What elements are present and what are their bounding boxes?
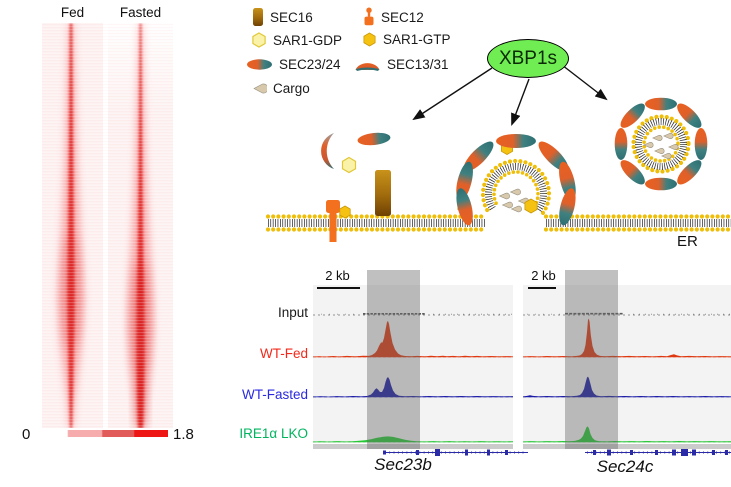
legend-item-cargo: Cargo bbox=[253, 81, 310, 96]
colorbar-max-label: 1.8 bbox=[173, 426, 194, 443]
chip-heatmap bbox=[42, 23, 173, 428]
wt-fed-track-b bbox=[523, 318, 731, 358]
tan-cone-icon bbox=[253, 83, 267, 94]
bud-cargo bbox=[498, 188, 529, 213]
legend-item-sar1gtp: SAR1-GTP bbox=[362, 32, 451, 47]
sar1-gtp-on-membrane bbox=[339, 205, 351, 219]
arrow-to-budding-vesicle bbox=[511, 78, 530, 126]
pale-hexagon-icon bbox=[252, 32, 266, 48]
ire1a-lko-track-b bbox=[523, 426, 731, 443]
sar1-gtp-bud-right bbox=[524, 198, 538, 214]
input-track-b bbox=[523, 312, 731, 316]
legend-label-sec12: SEC12 bbox=[381, 9, 424, 25]
legend-label-sec1331: SEC13/31 bbox=[387, 57, 449, 72]
sec24c-signal-tracks bbox=[523, 312, 731, 443]
scalebar-sec24c bbox=[528, 287, 556, 289]
ruler-strip-sec24c bbox=[523, 444, 731, 449]
browser-panel-sec23b bbox=[313, 285, 513, 443]
vesicle-cargo bbox=[643, 133, 679, 159]
legend-label-sar1gtp: SAR1-GTP bbox=[383, 32, 451, 47]
gene-model-sec23b bbox=[383, 449, 528, 456]
input-track-a bbox=[313, 313, 513, 316]
sar1-gdp-hexagon bbox=[341, 156, 357, 174]
xbp1s-node: XBP1s bbox=[487, 39, 569, 78]
sec12-transmembrane bbox=[326, 200, 340, 242]
heatmap-col1-label: Fed bbox=[60, 5, 85, 20]
legend-label-sar1gdp: SAR1-GDP bbox=[273, 32, 343, 48]
sec12-plunger-icon bbox=[364, 7, 374, 26]
vesicle-coat-ellipses bbox=[614, 97, 708, 191]
scalebar-label-sec24c: 2 kb bbox=[531, 268, 556, 283]
budding-vesicle bbox=[456, 134, 576, 226]
free-copii-vesicle bbox=[614, 97, 708, 191]
orange-arc-icon bbox=[355, 62, 380, 71]
track-label-input: Input bbox=[277, 305, 308, 320]
scalebar-sec23b bbox=[317, 287, 360, 289]
legend-item-sar1gdp: SAR1-GDP bbox=[251, 32, 342, 48]
wt-fasted-track-b bbox=[523, 376, 731, 398]
sec16-column bbox=[375, 170, 391, 216]
track-label-wt-fasted: WT-Fasted bbox=[241, 387, 308, 402]
copii-diagram bbox=[265, 64, 731, 242]
track-label-wt-fed: WT-Fed bbox=[259, 346, 308, 361]
free-sec1331-crescent bbox=[321, 133, 334, 169]
bud-coat-ellipses bbox=[456, 134, 576, 226]
gold-hexagon-icon bbox=[363, 32, 376, 47]
legend-item-sec2324: SEC23/24 bbox=[246, 57, 341, 72]
ire1a-lko-track-a bbox=[313, 436, 513, 443]
arrow-to-free-vesicle bbox=[561, 64, 608, 101]
legend-item-sec1331: SEC13/31 bbox=[354, 57, 449, 72]
colorbar-min-label: 0 bbox=[22, 426, 31, 443]
er-membrane bbox=[265, 214, 731, 232]
wt-fed-track-a bbox=[313, 321, 513, 358]
er-label: ER bbox=[677, 233, 698, 250]
highlight-region-sec24c bbox=[565, 270, 618, 449]
free-sec2324-ellipse bbox=[357, 132, 391, 146]
track-label-ire1a-lko: IRE1α LKO bbox=[239, 426, 308, 441]
arrow-to-free-coat bbox=[412, 67, 493, 121]
sec16-column-icon bbox=[253, 8, 263, 26]
colorbar bbox=[45, 430, 168, 437]
ruler-strip-sec23b bbox=[313, 444, 513, 449]
orange-teal-ellipse-icon bbox=[247, 59, 272, 70]
highlight-region-sec23b bbox=[367, 270, 420, 449]
legend-item-sec16: SEC16 bbox=[252, 7, 313, 27]
legend-label-sec16: SEC16 bbox=[270, 9, 313, 25]
scalebar-label-sec23b: 2 kb bbox=[325, 268, 350, 283]
heatmap-col2-label: Fasted bbox=[119, 5, 162, 20]
xbp1s-arrows bbox=[412, 64, 608, 126]
wt-fasted-track-a bbox=[313, 377, 513, 398]
legend-label-sec2324: SEC23/24 bbox=[279, 57, 341, 72]
browser-panel-sec24c bbox=[523, 285, 731, 443]
legend-label-cargo: Cargo bbox=[273, 81, 310, 96]
legend-item-sec12: SEC12 bbox=[363, 7, 424, 27]
gene-label-sec23b: Sec23b bbox=[374, 455, 432, 474]
sec23b-signal-tracks bbox=[313, 313, 513, 443]
gene-model-sec24c bbox=[585, 449, 731, 456]
gene-label-sec24c: Sec24c bbox=[596, 457, 654, 476]
